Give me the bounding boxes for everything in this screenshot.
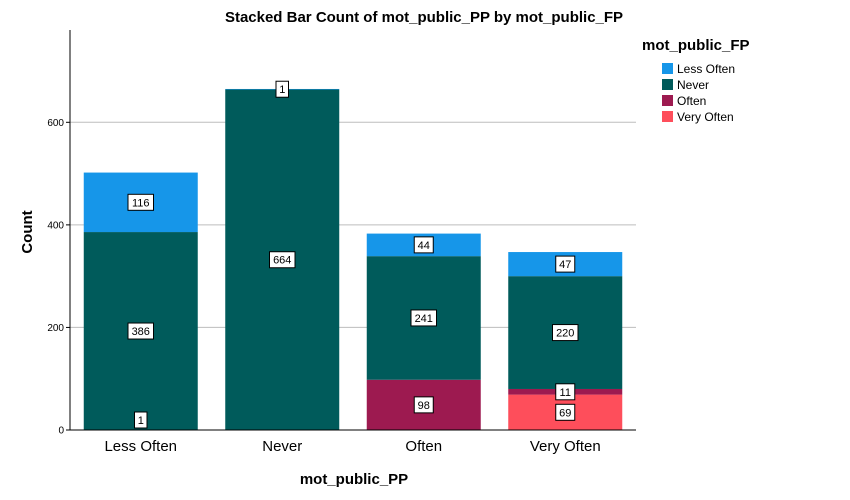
x-tick-label-very-often: Very Often [530, 438, 601, 455]
data-label-text: 664 [273, 255, 291, 267]
data-label-text: 386 [132, 326, 150, 338]
x-axis-label: mot_public_PP [300, 471, 408, 488]
legend-swatch [662, 63, 673, 74]
data-label-text: 98 [418, 400, 430, 412]
data-label-text: 241 [415, 313, 433, 325]
legend-label: Less Often [677, 62, 735, 76]
data-label-box [552, 324, 579, 342]
data-label-box [127, 193, 154, 211]
axes-layer: 0 200 400 600 Less Often Never Often Very Often [47, 30, 636, 455]
legend-item-very-often: Very Often [662, 110, 734, 124]
data-label-very-often-often: 11 [555, 383, 576, 401]
data-label-box [555, 255, 576, 273]
x-tick-label-never: Never [262, 438, 302, 455]
data-label-box [275, 80, 289, 98]
data-label-box [413, 396, 434, 414]
data-label-box [555, 403, 576, 421]
data-label-box [555, 383, 576, 401]
data-label-box [134, 411, 148, 429]
data-label-less-often-never: 386 [127, 322, 154, 340]
x-tick-label-often: Often [405, 438, 442, 455]
data-label-text: 1 [138, 415, 144, 427]
legend-swatch [662, 111, 673, 122]
data-label-very-often-never: 220 [552, 324, 579, 342]
data-label-box [413, 236, 434, 254]
data-label-less-often-less-often: 116 [127, 193, 154, 211]
data-label-text: 220 [556, 328, 574, 340]
data-label-text: 116 [132, 197, 150, 209]
data-label-never-less-often: 1 [275, 80, 289, 98]
legend-item-never: Never [662, 78, 709, 92]
data-label-very-often-less-often: 47 [555, 255, 576, 273]
legend-item-often: Often [662, 94, 706, 108]
y-tick-label-200: 200 [47, 323, 64, 334]
x-tick-label-less-often: Less Often [104, 438, 177, 455]
y-tick-label-400: 400 [47, 220, 64, 231]
y-tick-label-600: 600 [47, 118, 64, 129]
y-tick-label-0: 0 [58, 426, 64, 437]
y-axis-label: Count [19, 210, 36, 253]
data-label-text: 11 [560, 387, 571, 399]
data-label-text: 1 [279, 84, 285, 96]
legend-label: Often [677, 94, 706, 108]
legend-swatch [662, 95, 673, 106]
chart-title: Stacked Bar Count of mot_public_PP by mo… [225, 9, 623, 26]
data-label-text: 44 [418, 240, 430, 252]
legend-swatch [662, 79, 673, 90]
legend-label: Never [677, 78, 709, 92]
legend: mot_public_FP Less Often Never Often Very O… [642, 37, 750, 124]
data-label-often-less-often: 44 [413, 236, 434, 254]
legend-title: mot_public_FP [642, 37, 750, 54]
legend-label: Very Often [677, 110, 734, 124]
data-label-box [269, 251, 296, 269]
data-label-less-often-never: 1 [134, 411, 148, 429]
data-labels-layer: 1 386 116 664 1 98 241 44 69 11 220 47 [127, 80, 579, 429]
data-label-never-never: 664 [269, 251, 296, 269]
data-label-box [410, 309, 437, 327]
data-label-often-never: 241 [410, 309, 437, 327]
legend-item-less-often: Less Often [662, 62, 735, 76]
data-label-text: 47 [559, 259, 571, 271]
data-label-often-often: 98 [413, 396, 434, 414]
data-label-text: 69 [559, 407, 571, 419]
bars-layer [83, 88, 623, 430]
data-label-box [127, 322, 154, 340]
data-label-very-often-very-often: 69 [555, 403, 576, 421]
